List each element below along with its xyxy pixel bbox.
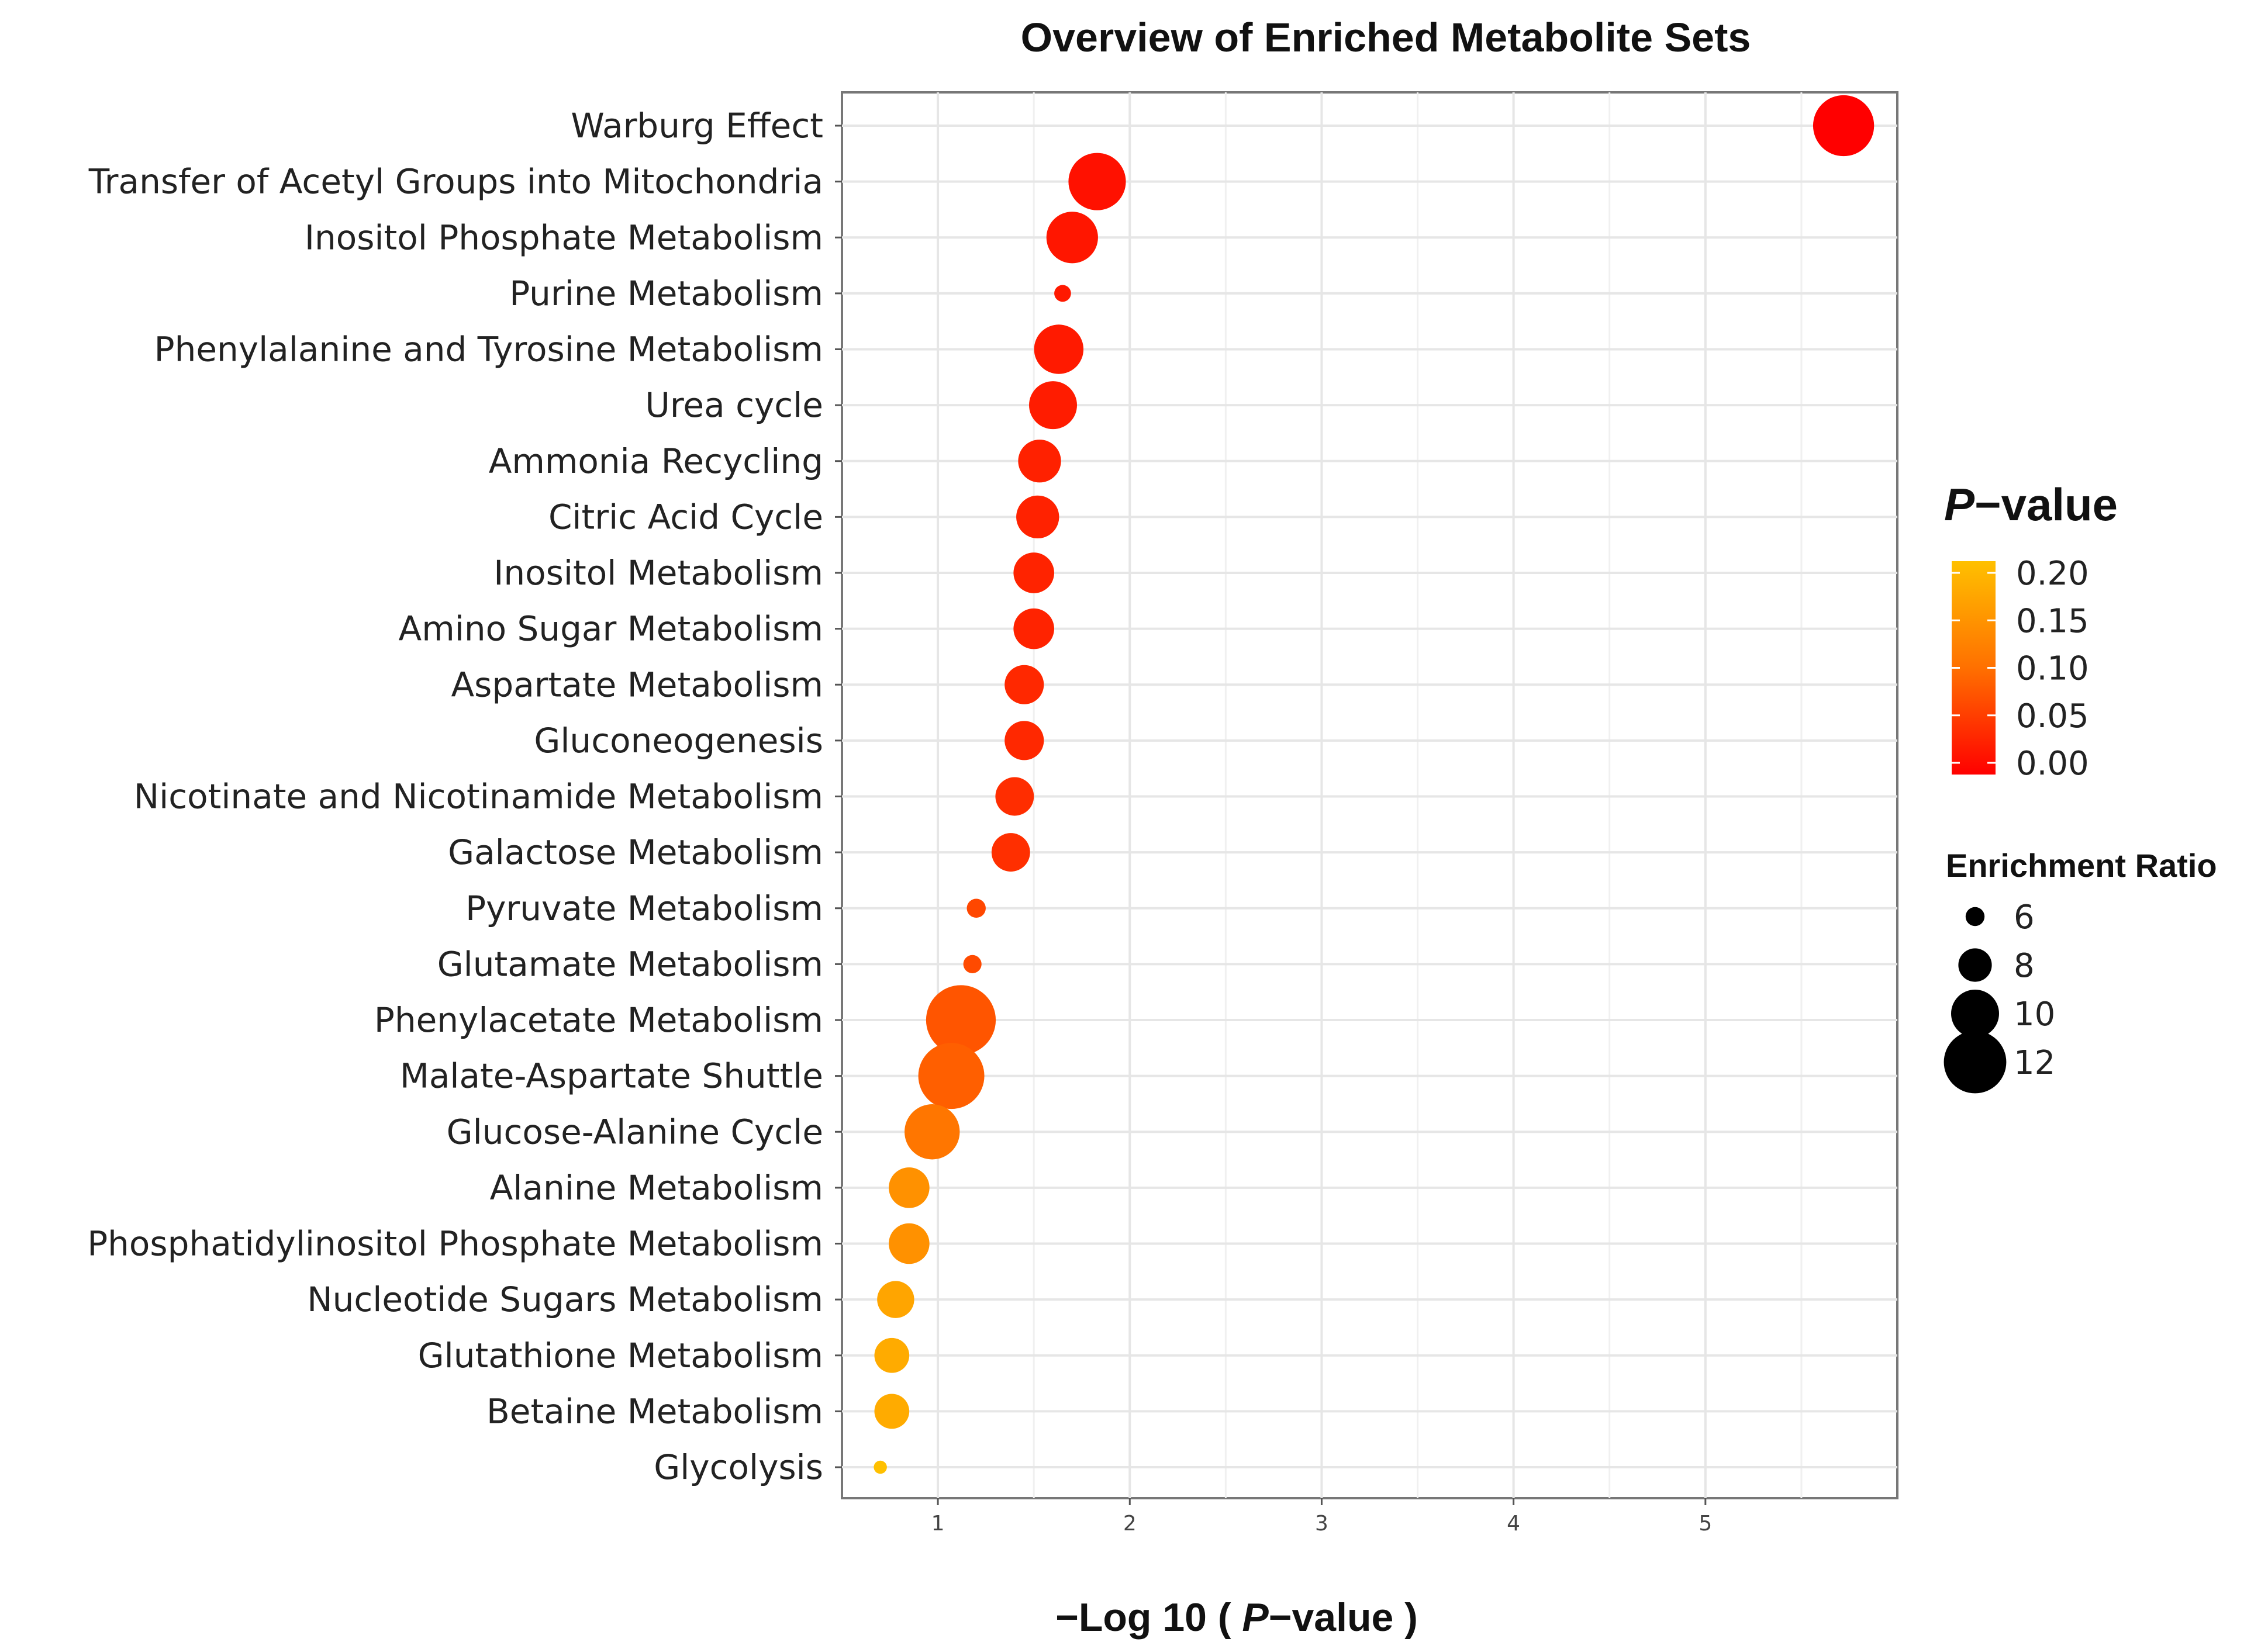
data-point[interactable]	[995, 777, 1034, 816]
y-tick-label: Phosphatidylinositol Phosphate Metabolis…	[87, 1224, 823, 1264]
pvalue-legend-ticks: 0.20 0.15 0.10 0.05 0.00	[1952, 555, 2089, 783]
data-point[interactable]	[1029, 381, 1077, 430]
y-tick-label: Nicotinate and Nicotinamide Metabolism	[134, 777, 823, 817]
pvalue-legend-label: 0.00	[2016, 745, 2089, 783]
y-tick-label: Phenylalanine and Tyrosine Metabolism	[154, 330, 823, 369]
pvalue-legend-label: 0.20	[2016, 555, 2089, 593]
x-axis-title-suffix: −value )	[1269, 1595, 1418, 1640]
y-tick-label: Warburg Effect	[571, 106, 823, 146]
enrichment-ratio-legend-label: 8	[2014, 947, 2035, 985]
data-point[interactable]	[1004, 665, 1044, 704]
y-tick-label: Pyruvate Metabolism	[465, 889, 823, 928]
data-point[interactable]	[1013, 608, 1054, 649]
enrichment-ratio-legend-label: 6	[2014, 898, 2035, 936]
y-tick-label: Glycolysis	[654, 1447, 823, 1487]
y-tick-label: Alanine Metabolism	[490, 1168, 823, 1208]
data-point[interactable]	[1034, 324, 1084, 374]
y-tick-label: Phenylacetate Metabolism	[374, 1000, 823, 1040]
enrichment-ratio-legend-swatch	[1951, 990, 1999, 1038]
x-tick-label: 5	[1699, 1512, 1712, 1536]
data-point[interactable]	[1018, 440, 1061, 483]
enrichment-ratio-legend: Enrichment Ratio 6 8 10 12	[1943, 847, 2217, 1094]
data-point[interactable]	[918, 1043, 985, 1109]
data-point[interactable]	[1046, 212, 1098, 264]
y-tick-label: Glutathione Metabolism	[418, 1336, 823, 1375]
x-tick-label: 3	[1315, 1512, 1328, 1536]
data-point[interactable]	[1016, 495, 1059, 539]
pvalue-legend: P−value 0.20 0.15 0.10 0.05 0.00	[1944, 479, 2118, 783]
data-point[interactable]	[905, 1104, 960, 1160]
x-axis: 1 2 3 4 5	[931, 1498, 1712, 1536]
enrichment-ratio-legend-label: 10	[2014, 995, 2055, 1033]
y-tick-label: Malate-Aspartate Shuttle	[400, 1056, 823, 1096]
enrichment-ratio-legend-title: Enrichment Ratio	[1946, 847, 2217, 884]
y-tick-label: Transfer of Acetyl Groups into Mitochond…	[88, 162, 823, 202]
y-tick-label: Glutamate Metabolism	[437, 944, 823, 984]
y-tick-label: Ammonia Recycling	[489, 441, 823, 481]
y-tick-label: Glucose-Alanine Cycle	[447, 1112, 823, 1152]
y-tick-label: Inositol Metabolism	[493, 553, 823, 593]
data-point[interactable]	[877, 1281, 914, 1318]
chart-title: Overview of Enriched Metabolite Sets	[1021, 15, 1751, 60]
y-tick-label: Gluconeogenesis	[534, 721, 823, 760]
y-axis: Warburg Effect Transfer of Acetyl Groups …	[87, 106, 842, 1487]
data-point[interactable]	[889, 1167, 930, 1208]
y-tick-label: Purine Metabolism	[509, 274, 823, 313]
data-point[interactable]	[889, 1223, 930, 1264]
data-point[interactable]	[991, 833, 1030, 872]
data-point[interactable]	[1813, 95, 1875, 157]
pvalue-legend-title-italic: P	[1944, 479, 1975, 530]
pvalue-legend-label: 0.10	[2016, 650, 2089, 688]
x-tick-label: 4	[1507, 1512, 1520, 1536]
y-tick-label: Aspartate Metabolism	[451, 665, 824, 704]
data-point[interactable]	[1013, 552, 1054, 593]
enrichment-ratio-legend-swatch	[1965, 907, 1985, 927]
y-tick-label: Nucleotide Sugars Metabolism	[307, 1280, 823, 1319]
data-point[interactable]	[874, 1460, 887, 1474]
pvalue-legend-label: 0.15	[2016, 602, 2089, 640]
y-tick-label: Amino Sugar Metabolism	[399, 609, 823, 649]
data-point[interactable]	[874, 1394, 910, 1429]
data-point[interactable]	[874, 1337, 910, 1373]
enrichment-ratio-legend-swatch	[1943, 1031, 2007, 1094]
x-axis-title: −Log 10 ( P−value )	[1055, 1595, 1418, 1640]
x-axis-title-prefix: −Log 10 (	[1055, 1595, 1242, 1640]
data-point[interactable]	[963, 955, 982, 973]
y-tick-label: Urea cycle	[645, 385, 823, 425]
pvalue-legend-label: 0.05	[2016, 697, 2089, 735]
data-point[interactable]	[1054, 285, 1071, 302]
data-points	[874, 95, 1875, 1474]
x-tick-label: 1	[931, 1512, 945, 1536]
x-tick-label: 2	[1123, 1512, 1137, 1536]
y-tick-label: Citric Acid Cycle	[548, 497, 823, 537]
data-point[interactable]	[1068, 153, 1126, 210]
enrichment-ratio-legend-swatch	[1958, 948, 1992, 982]
y-tick-label: Galactose Metabolism	[448, 832, 823, 872]
x-axis-title-italic: P	[1242, 1595, 1269, 1640]
enrichment-ratio-legend-label: 12	[2014, 1044, 2055, 1082]
data-point[interactable]	[926, 985, 996, 1055]
y-tick-label: Inositol Phosphate Metabolism	[305, 217, 823, 257]
y-tick-label: Betaine Metabolism	[486, 1391, 823, 1431]
pvalue-legend-title-suffix: −value	[1974, 479, 2118, 530]
pvalue-legend-title: P−value	[1944, 479, 2118, 530]
data-point[interactable]	[966, 898, 986, 918]
enrichment-ratio-legend-items: 6 8 10 12	[1943, 898, 2055, 1094]
data-point[interactable]	[1004, 721, 1044, 760]
